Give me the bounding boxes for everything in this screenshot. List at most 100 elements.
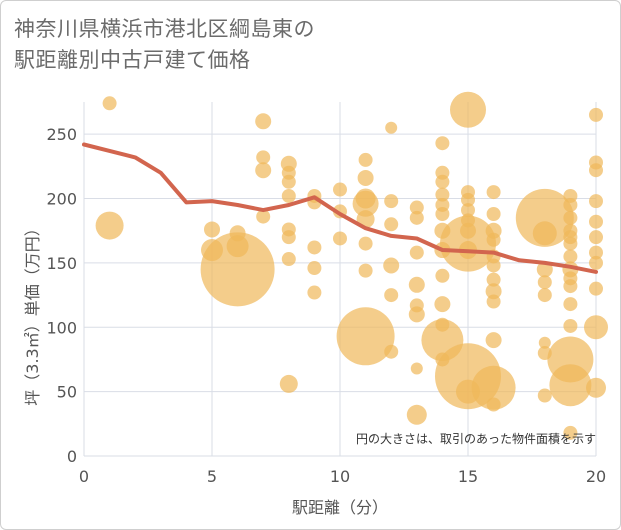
trend-line (82, 142, 598, 274)
y-tick-label: 0 (67, 447, 77, 466)
bubble (589, 230, 603, 245)
bubble (229, 225, 246, 242)
bubble (200, 232, 275, 307)
bubble (589, 163, 603, 178)
bubble (486, 206, 501, 221)
x-axis-title: 駅距離（分） (292, 498, 388, 517)
bubble (434, 296, 451, 313)
x-tick-label: 10 (330, 467, 350, 486)
bubble (281, 252, 296, 267)
bubble (537, 275, 552, 290)
x-tick-label: 0 (79, 467, 89, 486)
bubble (563, 210, 578, 225)
bubble (333, 231, 347, 246)
bubble (255, 162, 272, 179)
bubble (406, 404, 427, 425)
bubble (589, 255, 603, 270)
bubble (563, 318, 578, 333)
chart-title-line-1: 神奈川県横浜市港北区綱島東の (14, 17, 315, 41)
bubble (409, 245, 424, 260)
bubble (486, 294, 501, 309)
bubble (95, 211, 124, 240)
bubble (589, 107, 603, 122)
bubble (461, 203, 475, 218)
bubble (485, 283, 502, 300)
bubble (384, 288, 399, 303)
bubble (226, 235, 249, 258)
y-tick-label: 150 (46, 254, 77, 273)
bubble (486, 272, 501, 287)
bubbles (95, 91, 608, 440)
bubble (586, 377, 606, 398)
y-axis-ticks: 0 50 100 150 200 250 (46, 125, 77, 466)
bubble (563, 197, 578, 212)
y-tick-label: 200 (46, 190, 77, 209)
bubble (538, 336, 551, 349)
bubble (383, 257, 400, 274)
grid-lines (83, 102, 597, 457)
bubble (563, 297, 578, 312)
bubble (408, 276, 425, 293)
bubble (409, 210, 424, 225)
bubble (357, 169, 374, 186)
x-tick-label: 5 (207, 467, 217, 486)
bubble (461, 192, 475, 207)
bubble (563, 249, 578, 264)
y-tick-label: 50 (57, 383, 77, 402)
bubble (435, 136, 450, 151)
bubble (256, 209, 271, 224)
x-tick-label: 15 (458, 467, 478, 486)
bubble (589, 245, 603, 260)
bubble (471, 365, 516, 410)
bubble (281, 188, 296, 203)
bubble (584, 315, 608, 340)
bubble (281, 174, 296, 189)
bubble (515, 188, 574, 247)
bubble (102, 96, 117, 111)
bubble (408, 306, 425, 323)
bubble (486, 232, 501, 247)
bubble (485, 332, 502, 349)
bubble (410, 362, 423, 375)
y-axis-title: 坪（3.3㎡）単価（万円） (23, 220, 42, 405)
x-tick-label: 20 (586, 467, 606, 486)
bubble (486, 397, 501, 412)
bubble (589, 281, 603, 296)
bubble (358, 236, 373, 251)
bubble (255, 113, 272, 130)
bubble (549, 364, 592, 407)
size-note: 円の大きさは、取引のあった物件面積を示す (356, 431, 596, 446)
x-axis-ticks: 0 5 10 15 20 (79, 467, 606, 486)
bubble (333, 182, 347, 197)
bubble (409, 200, 424, 215)
bubble (204, 221, 220, 238)
bubble (563, 236, 578, 251)
bubble (563, 425, 578, 440)
bubble (307, 261, 322, 276)
chart-title: 神奈川県横浜市港北区綱島東の 駅距離別中古戸建て価格 (14, 14, 315, 76)
bubble (384, 194, 399, 209)
bubble (435, 174, 450, 189)
bubble (450, 91, 486, 128)
bubble (537, 388, 552, 403)
bubble (307, 240, 322, 255)
bubble (486, 185, 501, 200)
bubble (435, 268, 450, 283)
bubble (358, 152, 373, 167)
bubble (352, 190, 379, 217)
bubble (385, 121, 398, 134)
bubble (336, 307, 395, 366)
bubble (589, 214, 603, 229)
bubble (307, 285, 322, 300)
bubble (589, 194, 603, 209)
bubble (532, 221, 557, 246)
chart-title-line-2: 駅距離別中古戸建て価格 (14, 48, 251, 72)
y-tick-label: 250 (46, 125, 77, 144)
bubble (537, 288, 552, 303)
bubble (256, 150, 271, 165)
bubble (563, 279, 578, 294)
bubble (486, 258, 501, 273)
y-tick-label: 100 (46, 318, 77, 337)
bubble (358, 263, 373, 278)
